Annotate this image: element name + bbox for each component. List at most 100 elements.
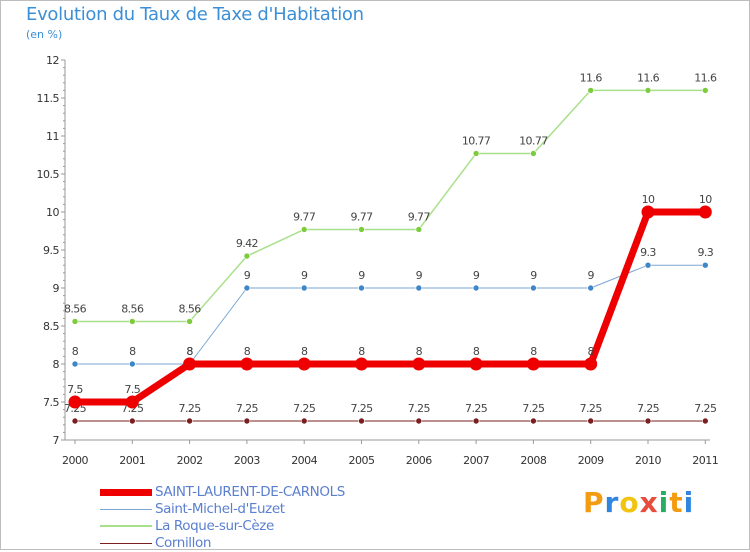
data-label: 9.77 [350, 210, 373, 223]
series-point [644, 417, 652, 425]
logo-letter: t [669, 486, 684, 519]
legend-swatch [100, 489, 152, 496]
logo-letter: i [658, 486, 670, 519]
data-label: 9 [358, 269, 365, 282]
data-label: 11.6 [637, 71, 660, 84]
series-point [587, 87, 595, 94]
series-point [300, 226, 308, 233]
data-label: 7.25 [637, 402, 660, 415]
data-label: 7.25 [179, 402, 202, 415]
series-line [74, 264, 706, 365]
x-tick-label: 2006 [406, 454, 432, 467]
series-point [358, 226, 365, 233]
legend-swatch [100, 543, 152, 544]
data-label: 8 [358, 345, 365, 358]
chart-title: Evolution du Taux de Taxe d'Habitation [26, 4, 364, 25]
series-point [584, 357, 598, 371]
data-label: 8 [473, 345, 480, 358]
proxiti-logo: Proxiti [583, 486, 694, 519]
series-point [186, 417, 193, 425]
series-point [243, 252, 251, 260]
series-point [71, 417, 79, 425]
series-point [129, 417, 136, 425]
data-label: 8 [587, 345, 594, 358]
data-label: 9 [530, 269, 537, 282]
y-tick-label: 9 [53, 282, 60, 295]
series-point [587, 417, 595, 425]
data-label: 8 [186, 345, 193, 358]
data-label: 7.25 [522, 402, 545, 415]
series-point [243, 284, 251, 292]
series-point [701, 261, 709, 269]
series-point [472, 284, 480, 292]
data-label: 9 [416, 269, 423, 282]
series-point [701, 417, 709, 425]
y-tick-label: 12 [46, 54, 59, 67]
data-label: 8.56 [64, 302, 87, 315]
logo-letter: o [619, 486, 640, 519]
logo-letter: P [583, 486, 605, 519]
series-point [415, 417, 423, 425]
data-label: 11.6 [580, 71, 603, 84]
x-tick-label: 2005 [349, 454, 375, 467]
x-tick-label: 2009 [578, 454, 604, 467]
data-label: 8 [416, 345, 423, 358]
series-point [530, 150, 537, 157]
y-tick-label: 9.5 [43, 244, 59, 257]
series-point [641, 205, 655, 219]
series-point [644, 87, 652, 94]
series-point [412, 357, 426, 371]
legend-label: La Roque-sur-Cèze [155, 518, 274, 534]
data-label: 8 [301, 345, 308, 358]
data-label: 9 [301, 269, 308, 282]
data-label: 7.25 [236, 402, 259, 415]
series-point [355, 357, 368, 371]
data-label: 7.25 [580, 402, 603, 415]
logo-letter: i [683, 486, 695, 519]
data-label: 8 [530, 345, 537, 358]
data-label: 7.25 [350, 402, 373, 415]
series-point [472, 150, 480, 157]
series-point [129, 360, 136, 368]
series-point [701, 87, 709, 94]
chart-subtitle: (en %) [26, 28, 63, 41]
series-point [300, 417, 308, 425]
y-tick-label: 7.5 [43, 396, 59, 409]
data-label: 9 [244, 269, 251, 282]
series-point [186, 318, 193, 325]
logo-letter: x [639, 486, 659, 519]
data-label: 9 [473, 269, 480, 282]
y-tick-label: 7 [53, 434, 60, 447]
logo-letter: r [604, 486, 620, 519]
data-label: 9.77 [408, 210, 431, 223]
series-point [469, 357, 483, 371]
data-label: 8.56 [121, 302, 144, 315]
data-label: 10.77 [519, 134, 548, 147]
x-tick-label: 2011 [692, 454, 718, 467]
x-tick-label: 2000 [62, 454, 88, 467]
series-point [644, 261, 652, 269]
series-point [530, 417, 537, 425]
data-label: 8 [186, 345, 193, 358]
series-point [240, 357, 254, 371]
x-tick-label: 2001 [119, 454, 145, 467]
y-tick-label: 10 [46, 206, 59, 219]
data-label: 7.25 [465, 402, 488, 415]
data-label: 7.25 [408, 402, 431, 415]
data-label: 7.25 [694, 402, 717, 415]
data-label: 9.42 [236, 237, 258, 250]
series-point [698, 205, 712, 219]
data-label: 9.3 [640, 246, 656, 259]
series-point [297, 357, 311, 371]
data-label: 8 [244, 345, 251, 358]
legend-label: Cornillon [155, 535, 212, 551]
data-label: 9 [587, 269, 594, 282]
legend-swatch [100, 509, 152, 510]
data-label: 9.77 [293, 210, 316, 223]
data-label: 8.56 [179, 302, 202, 315]
data-label: 8 [129, 345, 136, 358]
series-point [183, 357, 197, 371]
series-point [300, 284, 308, 292]
x-tick-label: 2002 [177, 454, 203, 467]
